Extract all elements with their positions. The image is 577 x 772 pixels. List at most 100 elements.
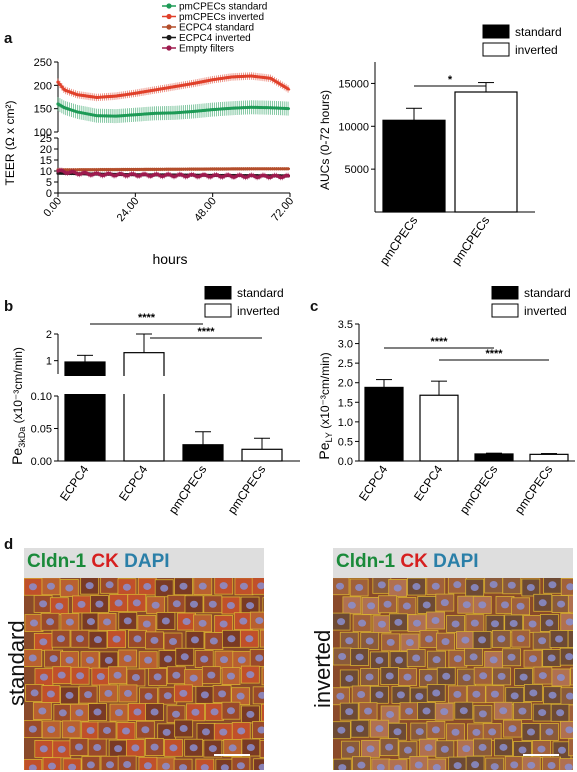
nucleus xyxy=(210,708,219,716)
nucleus xyxy=(208,600,217,608)
nucleus xyxy=(76,672,85,680)
scale-bar xyxy=(523,754,559,756)
nucleus xyxy=(103,618,112,626)
y-tick-label: 3.5 xyxy=(338,319,353,331)
nucleus xyxy=(123,617,132,625)
micrograph-field xyxy=(333,575,573,770)
nucleus xyxy=(394,764,403,770)
nucleus xyxy=(345,637,354,645)
nucleus xyxy=(529,689,538,697)
nucleus xyxy=(258,691,264,699)
nucleus xyxy=(490,690,499,698)
nucleus xyxy=(28,583,37,591)
nucleus xyxy=(169,638,178,646)
nucleus xyxy=(219,582,228,590)
cell xyxy=(253,758,264,770)
nucleus xyxy=(236,692,245,700)
nucleus xyxy=(355,653,364,661)
pe3kda-y-label-main: Pe xyxy=(9,448,25,465)
pely-plot-area: standard inverted 0.0 0.5 1.0 1.5 2.0 2.5 3.0 3.5… xyxy=(338,286,575,517)
nucleus xyxy=(220,764,229,770)
nucleus xyxy=(507,653,516,661)
nucleus xyxy=(257,582,264,590)
nucleus xyxy=(470,584,479,592)
nucleus xyxy=(207,671,216,679)
micrograph-inverted: Cldn-1 CK DAPI xyxy=(333,548,573,770)
nucleus xyxy=(538,709,547,717)
nucleus xyxy=(357,690,366,698)
nucleus xyxy=(28,654,37,662)
nucleus xyxy=(415,692,424,700)
nucleus xyxy=(405,707,414,715)
nucleus xyxy=(172,671,181,679)
nucleus xyxy=(556,673,565,681)
nucleus xyxy=(95,600,104,608)
cell-pattern xyxy=(333,575,573,770)
nucleus xyxy=(93,744,102,752)
legend-label: inverted xyxy=(515,43,558,57)
series-line xyxy=(57,75,291,99)
nucleus xyxy=(246,744,255,752)
stain-dapi-label: DAPI xyxy=(124,551,170,572)
y-tick-label: 15 xyxy=(40,155,52,167)
micrograph-title: Cldn-1 CK DAPI xyxy=(336,551,479,573)
nucleus xyxy=(412,583,421,591)
nucleus xyxy=(85,582,94,590)
nucleus xyxy=(131,744,140,752)
x-tick-label: 72.00 xyxy=(269,195,296,224)
nucleus xyxy=(93,708,102,716)
nucleus xyxy=(488,728,497,736)
nucleus xyxy=(441,638,450,646)
nucleus xyxy=(338,764,347,770)
nucleus xyxy=(65,584,74,592)
legend-marker xyxy=(166,34,172,41)
auc-y-axis-label: AUCs (0-72 hours) xyxy=(318,90,332,190)
cell xyxy=(259,740,264,758)
nucleus xyxy=(246,671,255,679)
nucleus xyxy=(144,692,153,700)
legend-label: standard xyxy=(524,286,571,300)
nucleus xyxy=(518,707,527,715)
legend-label: standard xyxy=(515,25,562,39)
legend-swatch xyxy=(204,303,232,318)
nucleus xyxy=(386,710,395,718)
nucleus xyxy=(28,725,37,733)
nucleus xyxy=(46,690,55,698)
nucleus xyxy=(422,601,431,609)
nucleus xyxy=(516,635,525,643)
nucleus xyxy=(198,619,207,627)
nucleus xyxy=(564,763,573,770)
y-tick-label: 20 xyxy=(40,144,52,156)
y-tick-label: 100 xyxy=(34,127,52,139)
nucleus xyxy=(150,636,159,644)
nucleus xyxy=(67,725,76,733)
nucleus xyxy=(385,672,394,680)
bar xyxy=(529,453,569,462)
x-tick-label: 48.00 xyxy=(192,195,219,224)
nucleus xyxy=(189,600,198,608)
nucleus xyxy=(161,617,170,625)
nucleus xyxy=(74,743,83,751)
nucleus xyxy=(424,744,433,752)
nucleus xyxy=(510,692,519,700)
auc-bar-chart: standard inverted 5000 10000 15000 pmCPECs pmC… xyxy=(318,24,562,268)
bar xyxy=(123,352,165,462)
nucleus xyxy=(142,620,151,628)
nucleus xyxy=(239,617,248,625)
nucleus xyxy=(46,582,55,590)
nucleus xyxy=(499,707,508,715)
nucleus xyxy=(338,653,347,661)
nucleus xyxy=(375,656,384,664)
significance-label: **** xyxy=(197,326,215,338)
nucleus xyxy=(84,691,93,699)
nucleus xyxy=(403,746,412,754)
nucleus xyxy=(150,708,159,716)
y-tick-label: 25 xyxy=(40,133,52,145)
nucleus xyxy=(172,710,181,718)
nucleus xyxy=(160,584,169,592)
nucleus xyxy=(424,635,433,643)
nucleus xyxy=(103,726,112,734)
nucleus xyxy=(133,635,142,643)
nucleus xyxy=(508,725,517,733)
nucleus xyxy=(365,637,374,645)
